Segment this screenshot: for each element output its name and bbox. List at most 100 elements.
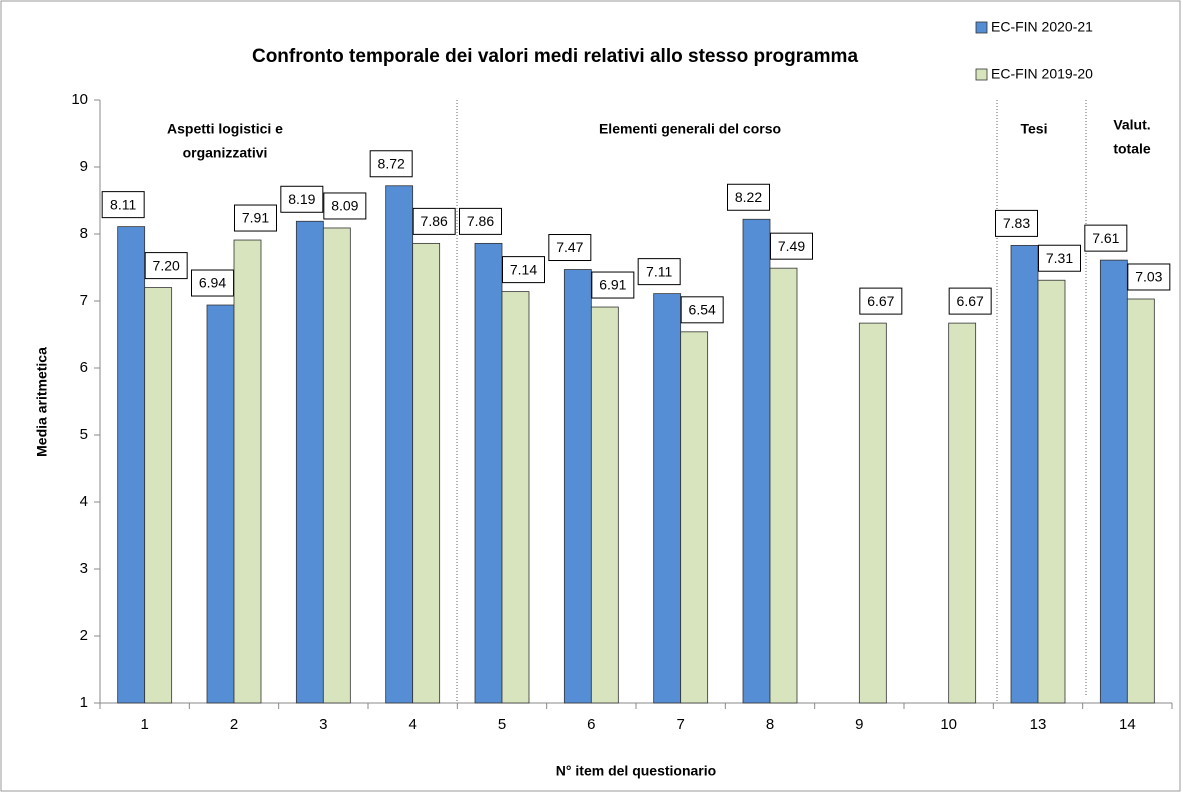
x-tick-label: 9 — [855, 716, 863, 733]
value-label-box — [548, 234, 592, 262]
y-tick-label: 2 — [80, 627, 88, 644]
legend-label: EC-FIN 2019-20 — [991, 66, 1093, 82]
y-tick-label: 4 — [80, 493, 88, 510]
value-label: 7.86 — [467, 213, 494, 229]
annotation: Valut. — [1113, 117, 1150, 133]
bar — [295, 220, 324, 704]
value-label: 8.19 — [288, 191, 315, 207]
value-label: 7.91 — [242, 210, 269, 226]
value-label: 6.91 — [599, 277, 626, 293]
bar — [948, 322, 977, 704]
x-tick-label: 7 — [676, 716, 684, 733]
value-label-box — [591, 271, 635, 299]
value-label: 7.31 — [1046, 250, 1073, 266]
value-label: 8.72 — [378, 155, 405, 171]
x-tick-label: 13 — [1030, 716, 1047, 733]
y-tick-label: 10 — [71, 91, 88, 108]
value-label: 8.22 — [735, 189, 762, 205]
x-tick-label: 4 — [408, 716, 416, 733]
bar — [590, 306, 619, 704]
value-label: 7.47 — [556, 239, 583, 255]
value-label-box — [323, 192, 367, 220]
x-tick-label: 8 — [766, 716, 774, 733]
value-label: 8.09 — [331, 198, 358, 214]
bar — [206, 304, 235, 704]
x-tick-label: 14 — [1119, 716, 1136, 733]
legend-swatch — [975, 68, 988, 81]
x-tick-label: 5 — [498, 716, 506, 733]
value-label: 7.83 — [1003, 215, 1030, 231]
annotation: Aspetti logistici e — [167, 121, 283, 137]
value-label-box — [770, 232, 813, 260]
bar — [385, 185, 414, 704]
x-axis-label: N° item del questionario — [556, 763, 716, 779]
value-label-box — [280, 185, 324, 213]
bar — [501, 291, 530, 704]
y-tick-label: 8 — [80, 225, 88, 242]
x-tick-label: 10 — [940, 716, 957, 733]
value-label: 6.54 — [689, 302, 716, 318]
value-label-box — [144, 252, 188, 280]
value-label-box — [502, 256, 545, 284]
legend-label: EC-FIN 2020-21 — [991, 19, 1093, 35]
annotation: Tesi — [1021, 121, 1048, 137]
bar — [1010, 244, 1039, 704]
x-tick-label: 6 — [587, 716, 595, 733]
value-label: 7.03 — [1135, 269, 1162, 285]
annotation: organizzativi — [183, 145, 268, 161]
value-label-box — [234, 204, 277, 232]
value-label: 8.11 — [110, 196, 136, 212]
value-label-box — [1038, 244, 1081, 272]
annotation: totale — [1113, 141, 1151, 157]
value-label-box — [101, 191, 145, 219]
value-label-box — [727, 183, 770, 211]
y-axis-label: Media aritmetica — [34, 347, 50, 457]
bar — [144, 287, 173, 704]
x-tick-label: 2 — [230, 716, 238, 733]
bar — [1099, 259, 1128, 704]
bar — [412, 242, 441, 704]
value-label-box — [191, 269, 234, 297]
bar — [322, 227, 351, 704]
value-label-box — [680, 296, 724, 324]
bar — [1037, 279, 1066, 704]
value-label-box — [995, 209, 1038, 237]
chart-title: Confronto temporale dei valori medi rela… — [252, 46, 858, 67]
value-label: 6.94 — [199, 275, 226, 291]
value-label: 7.20 — [153, 257, 180, 273]
value-label: 7.49 — [778, 238, 805, 254]
bar — [117, 226, 146, 704]
bar — [680, 331, 709, 704]
annotation: Elementi generali del corso — [599, 121, 781, 137]
y-tick-label: 3 — [80, 560, 88, 577]
value-label: 7.86 — [421, 213, 448, 229]
x-tick-label: 1 — [140, 716, 148, 733]
value-label-box — [1127, 263, 1171, 291]
bar — [563, 269, 592, 704]
value-label: 7.61 — [1092, 230, 1119, 246]
bar — [474, 242, 503, 704]
bar — [653, 293, 682, 704]
bar — [1126, 298, 1155, 704]
value-label: 6.67 — [957, 293, 984, 309]
value-label-box — [369, 150, 413, 178]
bar — [769, 267, 798, 704]
value-label: 7.14 — [510, 261, 537, 277]
y-tick-label: 6 — [80, 359, 88, 376]
y-tick-label: 7 — [80, 292, 88, 309]
y-tick-label: 1 — [80, 694, 88, 711]
legend-swatch — [975, 21, 988, 34]
value-label-box — [948, 287, 992, 315]
y-tick-label: 5 — [80, 426, 88, 443]
bar — [742, 218, 771, 704]
bar — [858, 322, 887, 704]
value-label-box — [459, 207, 502, 235]
x-tick-label: 3 — [319, 716, 327, 733]
value-label: 6.67 — [867, 293, 894, 309]
value-label: 7.11 — [646, 263, 672, 279]
y-tick-label: 9 — [80, 158, 88, 175]
value-label-box — [859, 287, 903, 315]
bar — [233, 239, 262, 704]
value-label-box — [1084, 224, 1128, 252]
